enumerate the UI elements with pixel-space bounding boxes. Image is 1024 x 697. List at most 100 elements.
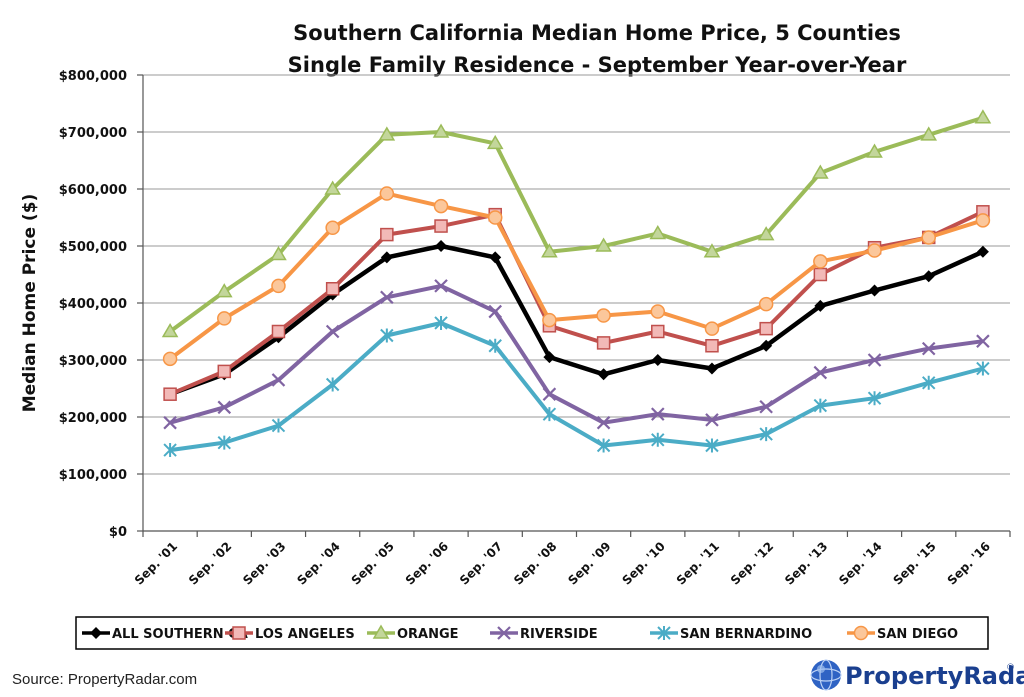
data-point	[757, 226, 775, 241]
x-tick-label: Sep. '11	[674, 539, 722, 587]
source-text: Source: PropertyRadar.com	[12, 671, 197, 688]
data-point	[489, 251, 502, 264]
data-point	[596, 308, 611, 323]
data-point	[379, 186, 395, 201]
data-point	[703, 243, 721, 258]
y-tick-labels: $0 $100,000 $200,000 $300,000 $400,000 $500,0…	[59, 69, 127, 540]
data-point	[921, 341, 936, 356]
data-point	[217, 435, 231, 450]
data-point	[434, 279, 448, 293]
legend-entry: SAN BERNARDINO	[650, 626, 812, 642]
data-point	[378, 126, 396, 141]
x-tick-label: Sep. '09	[565, 539, 613, 587]
data-point	[380, 227, 394, 242]
series-riverside	[163, 279, 990, 430]
data-point	[271, 278, 286, 294]
data-point	[543, 351, 556, 364]
series-la	[163, 205, 990, 401]
y-tick-label: $500,000	[59, 240, 127, 255]
data-point	[866, 143, 883, 158]
data-point	[759, 399, 773, 414]
data-point	[813, 267, 828, 282]
legend-label: ALL SOUTHERN CA	[112, 627, 248, 642]
x-tick-labels: Sep. '01 Sep. '02 Sep. '03 Sep. '04 Sep. '05…	[132, 539, 993, 587]
x-tick-label: Sep. '15	[890, 539, 938, 587]
data-point	[488, 304, 502, 319]
y-tick-label: $100,000	[59, 468, 127, 483]
series-line	[168, 191, 984, 361]
data-point	[975, 213, 991, 228]
data-point	[380, 328, 394, 343]
data-point	[324, 180, 341, 195]
data-point	[325, 220, 340, 236]
data-point	[814, 299, 827, 312]
legend-label: SAN DIEGO	[877, 627, 958, 642]
data-point	[542, 312, 557, 328]
brand-logo: PropertyRadar ®	[810, 659, 1024, 691]
data-point	[974, 109, 992, 124]
data-point	[372, 624, 390, 639]
x-tick-label: Sep. '06	[403, 539, 451, 587]
gridlines	[143, 74, 1010, 475]
chart-title: Southern California Median Home Price, 5…	[293, 21, 901, 45]
legend-label: LOS ANGELES	[255, 627, 355, 642]
legend-label: RIVERSIDE	[520, 627, 598, 642]
legend-label: SAN BERNARDINO	[680, 627, 812, 642]
data-point	[813, 365, 828, 380]
legend: ALL SOUTHERN CA LOS ANGELES ORANGE RIVERSID…	[75, 616, 989, 650]
data-point	[596, 438, 611, 453]
data-point	[325, 324, 340, 339]
data-point	[215, 283, 233, 298]
data-point	[217, 364, 232, 379]
data-point	[650, 304, 666, 319]
data-point	[976, 245, 989, 258]
legend-entry: RIVERSIDE	[490, 626, 598, 642]
y-tick-label: $0	[109, 525, 127, 540]
x-tick-label: Sep. '07	[457, 539, 505, 587]
data-point	[433, 198, 449, 214]
data-point	[542, 407, 557, 422]
data-point	[541, 243, 558, 258]
data-point	[651, 324, 665, 339]
data-point	[705, 339, 719, 353]
data-point	[434, 219, 448, 233]
series-sd	[162, 186, 991, 367]
data-point	[271, 418, 286, 433]
data-point	[651, 432, 665, 447]
y-axis-label: Median Home Price ($)	[20, 194, 40, 413]
series-line	[168, 115, 984, 334]
data-point	[596, 336, 611, 350]
y-tick-label: $300,000	[59, 354, 127, 369]
data-point	[271, 324, 286, 339]
data-point	[163, 415, 177, 430]
y-tick-label: $800,000	[59, 69, 127, 84]
series-sb	[163, 315, 990, 458]
data-point	[497, 626, 511, 640]
data-point	[270, 246, 287, 261]
data-point	[232, 626, 246, 640]
data-point	[595, 237, 612, 252]
x-tick-label: Sep. '04	[294, 539, 342, 587]
data-point	[759, 427, 773, 442]
data-point	[813, 254, 828, 269]
data-point	[976, 334, 990, 348]
data-point	[435, 240, 448, 252]
y-tick-label: $200,000	[59, 411, 127, 426]
legend-entry: SAN DIEGO	[847, 625, 958, 642]
data-point	[651, 354, 664, 366]
data-point	[853, 625, 869, 641]
data-point	[325, 282, 340, 296]
data-point	[380, 251, 393, 264]
legend-entry: ORANGE	[367, 624, 459, 642]
data-point	[432, 123, 450, 138]
data-point	[705, 438, 719, 453]
legend-entry: ALL SOUTHERN CA	[82, 627, 248, 642]
data-point	[487, 210, 503, 225]
brand-registered-mark: ®	[1006, 663, 1015, 673]
data-point	[597, 368, 610, 381]
data-point	[651, 407, 665, 421]
axes	[137, 74, 1011, 537]
legend-entry: LOS ANGELES	[225, 626, 355, 642]
data-point	[271, 373, 286, 387]
